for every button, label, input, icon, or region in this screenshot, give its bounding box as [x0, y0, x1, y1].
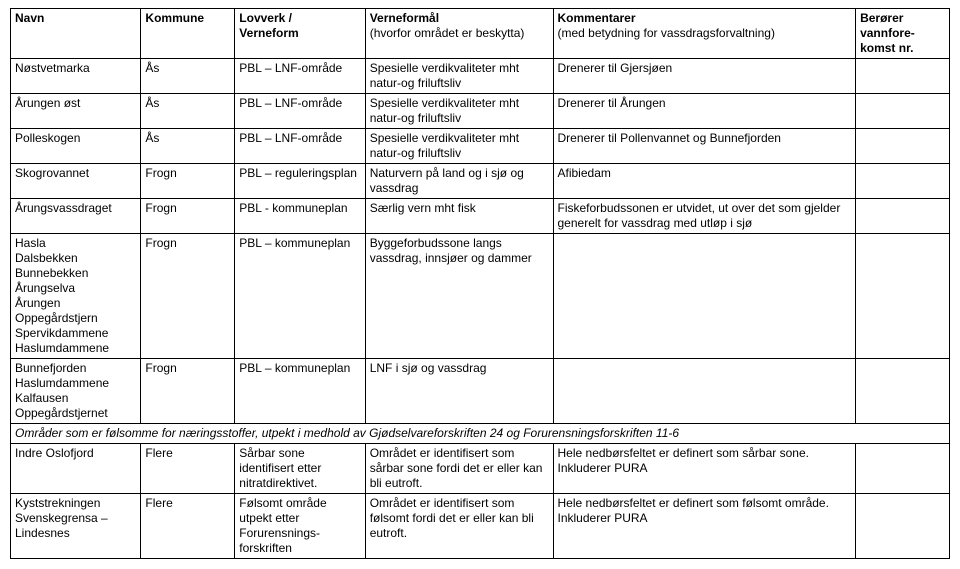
table-row: SkogrovannetFrognPBL – reguleringsplanNa… [11, 164, 950, 199]
cell-berorer [856, 359, 950, 424]
cell-kommune: Flere [141, 444, 235, 494]
section-title: Områder som er følsomme for næringsstoff… [11, 424, 950, 444]
cell-formaal: Spesielle verdikvaliteter mht natur-og f… [365, 129, 553, 164]
cell-lovverk: Sårbar sone identifisert etter nitratdir… [235, 444, 365, 494]
cell-lovverk: PBL – reguleringsplan [235, 164, 365, 199]
cell-formaal: Spesielle verdikvaliteter mht natur-og f… [365, 94, 553, 129]
table-row: HaslaDalsbekkenBunnebekkenÅrungselvaÅrun… [11, 234, 950, 359]
table-header: Navn Kommune Lovverk / Verneform Vernefo… [11, 9, 950, 59]
cell-kommentar: Fiskeforbudssonen er utvidet, ut over de… [553, 199, 856, 234]
cell-berorer [856, 164, 950, 199]
cell-kommentar: Drenerer til Årungen [553, 94, 856, 129]
table-row: BunnefjordenHaslumdammeneKalfausenOppegå… [11, 359, 950, 424]
cell-kommune: Ås [141, 59, 235, 94]
table-section: Områder som er følsomme for næringsstoff… [11, 424, 950, 444]
table-row: ÅrungsvassdragetFrognPBL - kommuneplanSæ… [11, 199, 950, 234]
col-kommune: Kommune [141, 9, 235, 59]
cell-berorer [856, 494, 950, 559]
cell-kommentar: Hele nedbørsfeltet er definert som sårba… [553, 444, 856, 494]
cell-formaal: Naturvern på land og i sjø og vassdrag [365, 164, 553, 199]
cell-berorer [856, 199, 950, 234]
cell-formaal: LNF i sjø og vassdrag [365, 359, 553, 424]
cell-kommune: Frogn [141, 164, 235, 199]
cell-berorer [856, 59, 950, 94]
cell-berorer [856, 234, 950, 359]
cell-navn: Indre Oslofjord [11, 444, 141, 494]
col-kommentar: Kommentarer (med betydning for vassdrags… [553, 9, 856, 59]
cell-kommentar: Hele nedbørsfeltet er definert som følso… [553, 494, 856, 559]
table-row: Årungen østÅsPBL – LNF-områdeSpesielle v… [11, 94, 950, 129]
cell-navn: HaslaDalsbekkenBunnebekkenÅrungselvaÅrun… [11, 234, 141, 359]
cell-lovverk: PBL – LNF-område [235, 59, 365, 94]
cell-navn: BunnefjordenHaslumdammeneKalfausenOppegå… [11, 359, 141, 424]
cell-kommentar: Drenerer til Pollenvannet og Bunnefjorde… [553, 129, 856, 164]
cell-kommune: Frogn [141, 234, 235, 359]
cell-formaal: Spesielle verdikvaliteter mht natur-og f… [365, 59, 553, 94]
cell-lovverk: PBL – kommuneplan [235, 359, 365, 424]
col-berorer: Berører vannfore- komst nr. [856, 9, 950, 59]
protected-areas-table: Navn Kommune Lovverk / Verneform Vernefo… [10, 8, 950, 559]
cell-kommune: Frogn [141, 359, 235, 424]
cell-kommentar: Afibiedam [553, 164, 856, 199]
cell-navn: Årungsvassdraget [11, 199, 141, 234]
cell-navn: Kyststrekningen Svenskegrensa – Lindesne… [11, 494, 141, 559]
cell-berorer [856, 94, 950, 129]
table-row: Kyststrekningen Svenskegrensa – Lindesne… [11, 494, 950, 559]
cell-navn: Skogrovannet [11, 164, 141, 199]
cell-kommentar [553, 359, 856, 424]
table-body-main: NøstvetmarkaÅsPBL – LNF-områdeSpesielle … [11, 59, 950, 424]
cell-kommune: Frogn [141, 199, 235, 234]
col-formaal: Verneformål (hvorfor området er beskytta… [365, 9, 553, 59]
cell-lovverk: PBL – kommuneplan [235, 234, 365, 359]
cell-formaal: Området er identifisert som følsomt ford… [365, 494, 553, 559]
col-navn: Navn [11, 9, 141, 59]
cell-kommentar [553, 234, 856, 359]
table-row: Indre OslofjordFlereSårbar sone identifi… [11, 444, 950, 494]
cell-navn: Årungen øst [11, 94, 141, 129]
table-body-section: Indre OslofjordFlereSårbar sone identifi… [11, 444, 950, 559]
cell-berorer [856, 444, 950, 494]
cell-lovverk: PBL – LNF-område [235, 129, 365, 164]
cell-lovverk: Følsomt område utpekt etter Forurensning… [235, 494, 365, 559]
cell-lovverk: PBL – LNF-område [235, 94, 365, 129]
cell-berorer [856, 129, 950, 164]
cell-kommune: Ås [141, 94, 235, 129]
cell-navn: Nøstvetmarka [11, 59, 141, 94]
cell-formaal: Særlig vern mht fisk [365, 199, 553, 234]
cell-formaal: Byggeforbudssone langs vassdrag, innsjøe… [365, 234, 553, 359]
cell-kommune: Flere [141, 494, 235, 559]
cell-formaal: Området er identifisert som sårbar sone … [365, 444, 553, 494]
cell-kommune: Ås [141, 129, 235, 164]
cell-lovverk: PBL - kommuneplan [235, 199, 365, 234]
cell-navn: Polleskogen [11, 129, 141, 164]
col-lovverk: Lovverk / Verneform [235, 9, 365, 59]
cell-kommentar: Drenerer til Gjersjøen [553, 59, 856, 94]
table-row: PolleskogenÅsPBL – LNF-områdeSpesielle v… [11, 129, 950, 164]
page: Navn Kommune Lovverk / Verneform Vernefo… [0, 0, 960, 569]
table-row: NøstvetmarkaÅsPBL – LNF-områdeSpesielle … [11, 59, 950, 94]
